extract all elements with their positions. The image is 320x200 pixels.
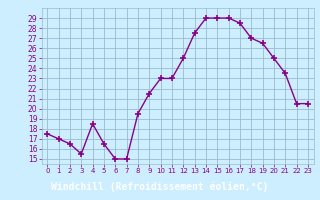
Text: Windchill (Refroidissement éolien,°C): Windchill (Refroidissement éolien,°C) (51, 182, 269, 192)
